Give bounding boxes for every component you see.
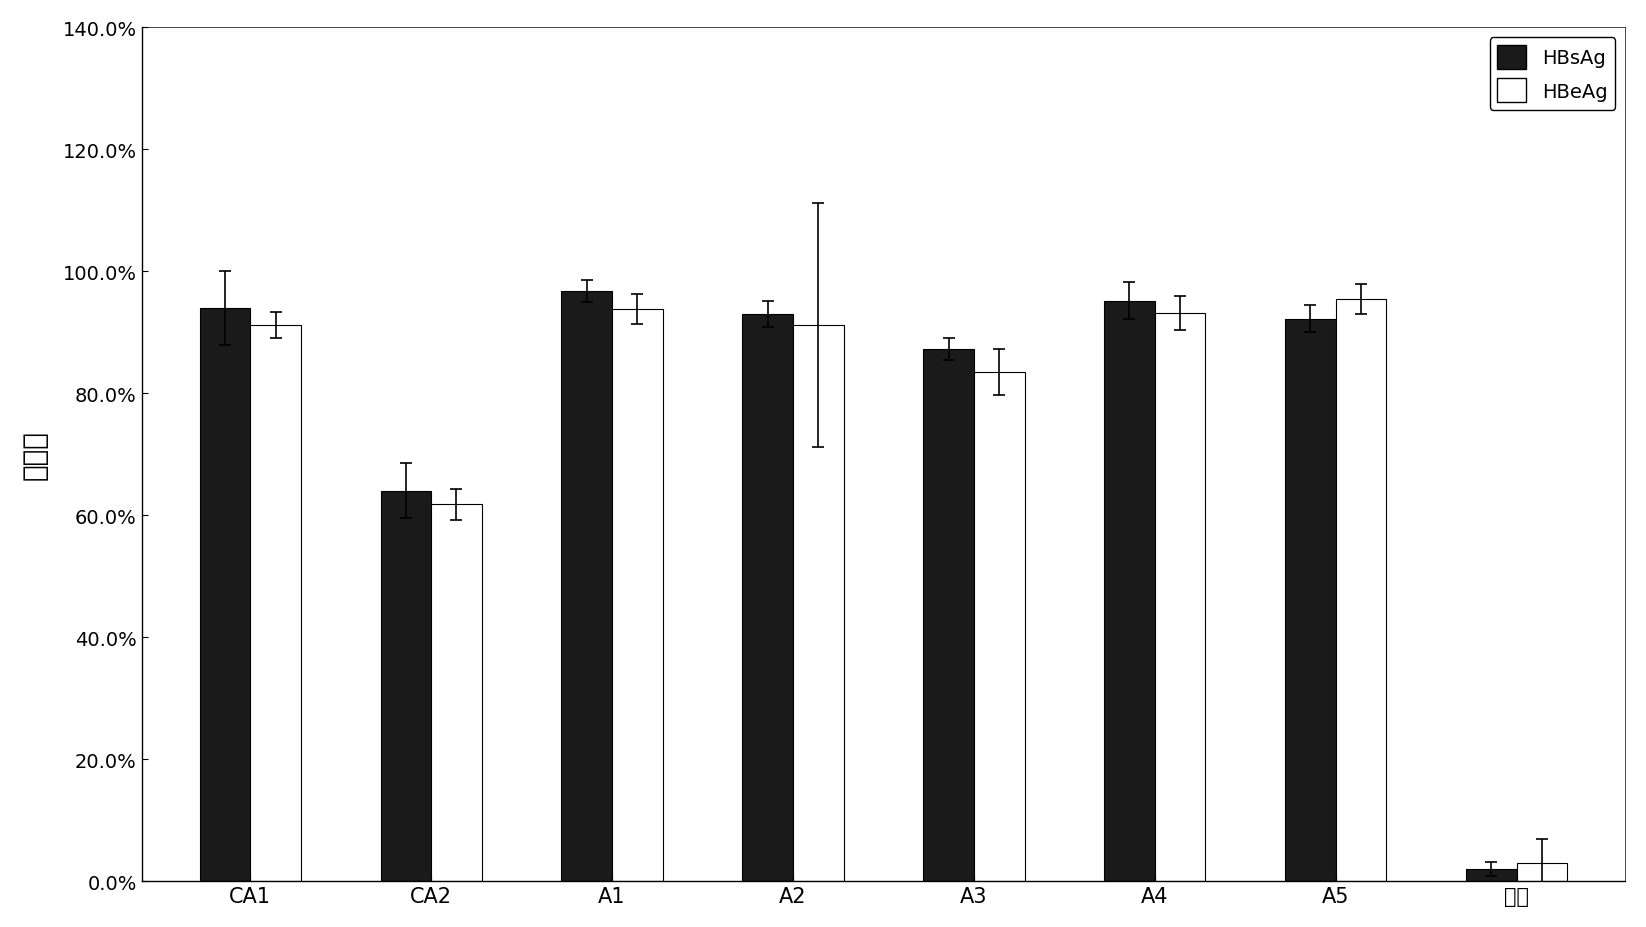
Bar xyxy=(431,505,482,882)
Legend: HBsAg, HBeAg: HBsAg, HBeAg xyxy=(1490,38,1615,110)
Bar xyxy=(742,314,793,882)
Bar xyxy=(1286,320,1335,882)
Bar xyxy=(561,291,612,882)
Bar xyxy=(974,373,1024,882)
Bar xyxy=(1104,301,1155,882)
Bar xyxy=(1155,313,1205,882)
Bar xyxy=(923,349,974,882)
Bar xyxy=(612,310,663,882)
Bar xyxy=(380,491,431,882)
Bar xyxy=(199,309,250,882)
Y-axis label: 抑制率: 抑制率 xyxy=(21,430,49,480)
Bar xyxy=(793,325,844,882)
Bar xyxy=(1335,299,1386,882)
Bar xyxy=(250,325,301,882)
Bar xyxy=(1516,863,1567,882)
Bar xyxy=(1467,870,1516,882)
